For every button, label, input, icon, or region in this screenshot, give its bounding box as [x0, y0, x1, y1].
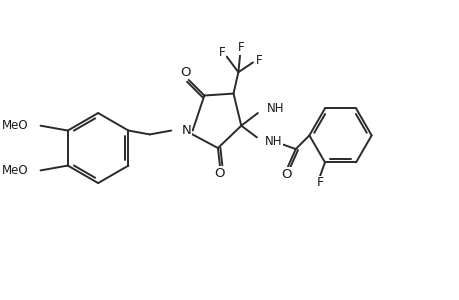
Text: O: O	[180, 66, 190, 79]
Text: MeO: MeO	[2, 119, 29, 132]
Text: N: N	[182, 124, 191, 137]
Text: O: O	[280, 168, 291, 181]
Text: F: F	[316, 176, 323, 189]
Text: MeO: MeO	[2, 164, 29, 177]
Text: F: F	[255, 54, 262, 67]
Text: F: F	[237, 41, 244, 54]
Text: NH: NH	[264, 135, 281, 148]
Text: NH: NH	[266, 102, 284, 115]
Text: F: F	[218, 46, 224, 59]
Text: O: O	[214, 167, 224, 180]
